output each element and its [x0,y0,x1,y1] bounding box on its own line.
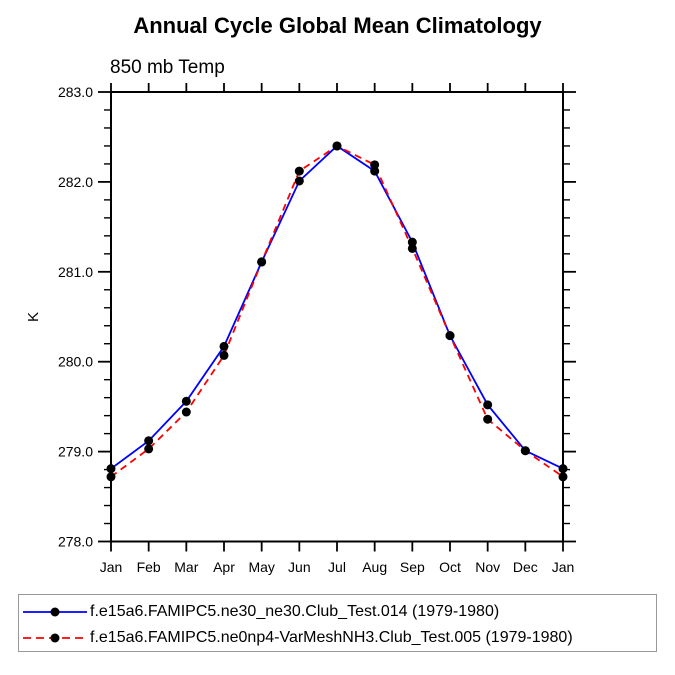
x-tick-label: Aug [362,559,387,575]
x-tick-label: Jun [288,559,311,575]
data-point-marker-series-1 [106,464,116,474]
plot-area: K 278.0 279.0 280.0 281.0 282.0 283.0 Jan Feb Ma… [25,83,576,575]
x-tick-label: Oct [439,559,461,575]
data-point-marker-series-2 [558,472,568,482]
y-tick-label: 280.0 [58,354,93,370]
x-tick-label: Jul [328,559,346,575]
series-line-2 [110,144,564,478]
legend-sample-dashed-line [23,633,87,643]
legend-label-series-1: f.e15a6.FAMIPC5.ne30_ne30.Club_Test.014 … [90,603,500,620]
data-point-marker-series-2 [144,444,154,454]
legend-row-series-2: f.e15a6.FAMIPC5.ne0np4-VarMeshNH3.Club_T… [22,625,656,651]
y-tick-label: 281.0 [58,264,93,280]
x-tick-label: Nov [475,559,500,575]
data-point-marker-series-1 [181,396,191,406]
data-point-marker-series-1 [483,400,493,410]
data-point-marker-series-2 [219,350,229,360]
data-point-marker-series-1 [219,341,229,351]
data-point-marker-series-2 [407,243,417,253]
x-tick-label: Dec [513,559,538,575]
y-axis-label: K [25,312,42,322]
x-tick-label: Jan [100,559,123,575]
y-tick-label: 282.0 [58,174,93,190]
x-tick-label: Apr [213,559,235,575]
data-point-marker-series-2 [294,166,304,176]
chart-title: Annual Cycle Global Mean Climatology [133,13,542,38]
data-point-marker-series-2 [520,446,530,456]
data-point-marker-series-2 [445,331,455,341]
data-point-marker-series-2 [483,414,493,424]
data-point-marker-series-2 [332,141,342,151]
data-point-marker-series-1 [144,436,154,446]
x-tick-label: May [248,559,274,575]
x-tick-label: Jan [552,559,575,575]
legend-label-series-2: f.e15a6.FAMIPC5.ne0np4-VarMeshNH3.Club_T… [90,629,573,646]
y-tick-label: 278.0 [58,534,93,550]
legend-row-series-1: f.e15a6.FAMIPC5.ne30_ne30.Club_Test.014 … [22,599,656,625]
legend-sample-solid-line [23,607,87,617]
chart-subtitle: 850 mb Temp [110,57,225,78]
data-point-marker-series-1 [370,166,380,176]
y-tick-label: 283.0 [58,84,93,100]
data-point-marker-series-2 [257,257,267,267]
legend: f.e15a6.FAMIPC5.ne30_ne30.Club_Test.014 … [18,594,657,652]
data-point-marker-series-1 [407,237,417,247]
data-point-marker-series-2 [370,160,380,170]
x-tick-label: Feb [137,559,161,575]
x-tick-label: Sep [400,559,425,575]
legend-marker-series-2 [50,633,60,643]
legend-marker-series-1 [50,607,60,617]
data-point-marker-series-2 [181,407,191,417]
data-point-marker-series-2 [106,472,116,482]
axes-frame [110,91,564,543]
data-point-marker-series-1 [558,464,568,474]
y-tick-label: 279.0 [58,444,93,460]
data-point-marker-series-1 [294,176,304,186]
x-tick-label: Mar [174,559,198,575]
